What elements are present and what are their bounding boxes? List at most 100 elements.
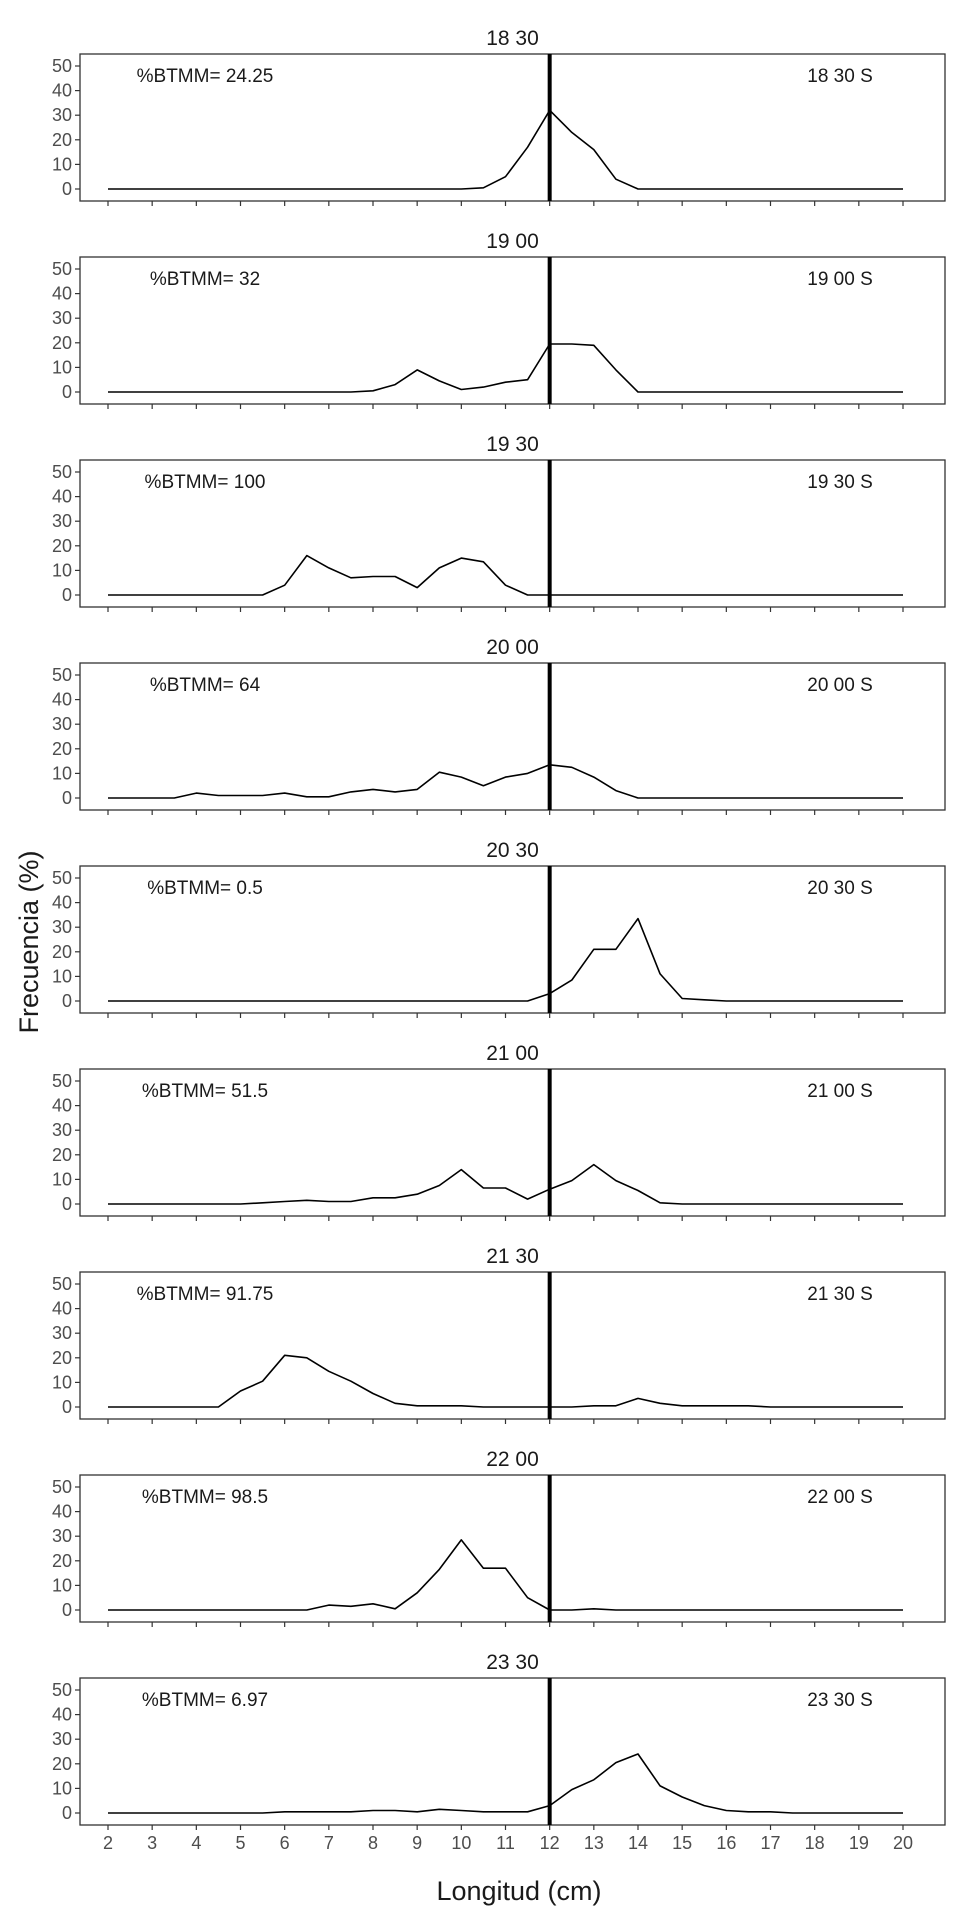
series-line	[108, 1163, 903, 1205]
x-axis: 2 3 4 5 6 7 8 9 10 11 12 13 14 15 16 17 18 19 20	[103, 1833, 913, 1853]
y-tick-label: 50	[52, 868, 72, 888]
y-tick-label: 50	[52, 462, 72, 482]
panel-title: 18 30	[486, 27, 539, 50]
x-tick-label: 15	[672, 1833, 692, 1853]
y-tick-label: 40	[52, 1096, 72, 1116]
y-tick-label: 50	[52, 1680, 72, 1700]
y-tick-label: 30	[52, 308, 72, 328]
location-annotation: 18 30 S	[807, 66, 873, 87]
panel-frame	[79, 256, 946, 405]
x-tick-label: 7	[324, 1833, 334, 1853]
x-tick-label: 16	[716, 1833, 736, 1853]
y-tick-label: 10	[52, 966, 72, 986]
panel: 21 00 0 10 20 30 40 50 %BTMM= 51.5 21 00 S	[52, 1042, 946, 1221]
y-axis-title: Frecuencia (%)	[14, 850, 44, 1033]
x-tick-label: 3	[147, 1833, 157, 1853]
y-tick-label: 20	[52, 536, 72, 556]
x-tick-label: 8	[368, 1833, 378, 1853]
panel-title: 19 00	[486, 230, 539, 253]
panel: 23 30 0 10 20 30 40 50 %BTMM= 6.97 23 30 S	[52, 1651, 946, 1830]
panel-frame	[79, 1677, 946, 1826]
x-tick-label: 19	[849, 1833, 869, 1853]
y-tick-label: 10	[52, 1372, 72, 1392]
y-tick-label: 20	[52, 1551, 72, 1571]
x-tick-label: 5	[235, 1833, 245, 1853]
y-tick-label: 30	[52, 714, 72, 734]
panel-frame	[79, 459, 946, 608]
y-tick-label: 10	[52, 357, 72, 377]
x-tick-label: 2	[103, 1833, 113, 1853]
y-tick-label: 10	[52, 1575, 72, 1595]
panel-frame	[79, 1271, 946, 1420]
series-line	[108, 917, 903, 1002]
panel: 20 00 0 10 20 30 40 50 %BTMM= 64 20 00 S	[52, 636, 946, 815]
location-annotation: 22 00 S	[807, 1487, 873, 1508]
y-tick-label: 50	[52, 1071, 72, 1091]
btmm-annotation: %BTMM= 100	[145, 472, 266, 493]
x-tick-label: 18	[805, 1833, 825, 1853]
x-tick-label: 6	[280, 1833, 290, 1853]
y-tick-label: 40	[52, 1502, 72, 1522]
btmm-annotation: %BTMM= 64	[150, 675, 261, 696]
btmm-annotation: %BTMM= 6.97	[142, 1690, 268, 1711]
y-tick-label: 30	[52, 917, 72, 937]
location-annotation: 20 30 S	[807, 878, 873, 899]
panel-title: 22 00	[486, 1448, 539, 1471]
y-tick-label: 30	[52, 1526, 72, 1546]
y-tick-label: 20	[52, 739, 72, 759]
panel: 19 30 0 10 20 30 40 50 %BTMM= 100 19 30 S	[52, 433, 946, 612]
y-tick-label: 40	[52, 1705, 72, 1725]
y-tick-label: 20	[52, 1754, 72, 1774]
panel-frame	[79, 662, 946, 811]
y-tick-label: 20	[52, 942, 72, 962]
y-tick-label: 40	[52, 81, 72, 101]
y-tick-label: 20	[52, 1348, 72, 1368]
panels-layer: 18 30 0 10 20 30 40 50 %BTMM= 24.25 18 30 S 19 00…	[52, 27, 946, 1830]
panel-title: 20 30	[486, 839, 539, 862]
y-tick-label: 20	[52, 1145, 72, 1165]
panel-frame	[79, 53, 946, 202]
y-tick-label: 30	[52, 105, 72, 125]
panel-frame	[79, 1068, 946, 1217]
btmm-annotation: %BTMM= 91.75	[137, 1284, 274, 1305]
y-tick-label: 20	[52, 333, 72, 353]
y-tick-label: 50	[52, 1477, 72, 1497]
x-tick-label: 14	[628, 1833, 648, 1853]
y-tick-label: 40	[52, 284, 72, 304]
x-tick-label: 4	[191, 1833, 201, 1853]
series-line	[108, 1753, 903, 1814]
y-tick-label: 0	[62, 991, 72, 1011]
y-tick-label: 0	[62, 1600, 72, 1620]
x-tick-label: 20	[893, 1833, 913, 1853]
y-tick-label: 30	[52, 1323, 72, 1343]
location-annotation: 21 00 S	[807, 1081, 873, 1102]
location-annotation: 19 00 S	[807, 269, 873, 290]
x-tick-label: 17	[760, 1833, 780, 1853]
x-tick-label: 10	[451, 1833, 471, 1853]
location-annotation: 23 30 S	[807, 1690, 873, 1711]
x-axis-title: Longitud (cm)	[436, 1876, 601, 1906]
panel-title: 20 00	[486, 636, 539, 659]
series-line	[108, 1354, 903, 1408]
location-annotation: 20 00 S	[807, 675, 873, 696]
y-tick-label: 40	[52, 487, 72, 507]
panel-title: 21 00	[486, 1042, 539, 1065]
panel: 18 30 0 10 20 30 40 50 %BTMM= 24.25 18 30 S	[52, 27, 946, 206]
y-tick-label: 0	[62, 1194, 72, 1214]
btmm-annotation: %BTMM= 0.5	[147, 878, 263, 899]
panel: 21 30 0 10 20 30 40 50 %BTMM= 91.75 21 30 S	[52, 1245, 946, 1424]
y-tick-label: 40	[52, 1299, 72, 1319]
y-tick-label: 40	[52, 690, 72, 710]
y-tick-label: 0	[62, 585, 72, 605]
panel: 22 00 0 10 20 30 40 50 %BTMM= 98.5 22 00 S	[52, 1448, 946, 1627]
x-tick-label: 13	[584, 1833, 604, 1853]
panel-title: 19 30	[486, 433, 539, 456]
series-line	[108, 343, 903, 393]
x-tick-label: 12	[540, 1833, 560, 1853]
series-line	[108, 109, 903, 190]
y-tick-label: 0	[62, 1397, 72, 1417]
y-tick-label: 50	[52, 1274, 72, 1294]
btmm-annotation: %BTMM= 51.5	[142, 1081, 268, 1102]
panel-frame	[79, 1474, 946, 1623]
